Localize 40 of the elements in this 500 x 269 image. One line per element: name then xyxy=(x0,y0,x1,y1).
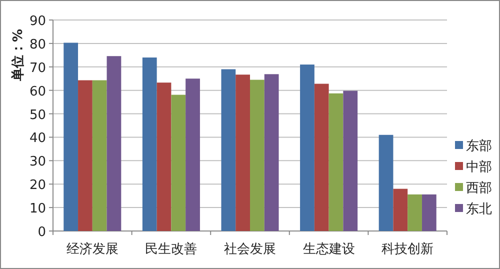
legend-label: 东部 xyxy=(466,139,492,154)
y-tick-label: 40 xyxy=(29,131,46,146)
y-tick-label: 10 xyxy=(29,202,46,217)
bar xyxy=(264,74,279,231)
bar xyxy=(221,69,236,231)
y-axis-title: 单位：% xyxy=(10,28,26,82)
y-tick-label: 80 xyxy=(29,37,46,52)
y-tick-label: 30 xyxy=(29,154,46,170)
bar xyxy=(186,78,200,231)
bar xyxy=(64,42,78,231)
x-tick-label: 生态建设 xyxy=(302,242,355,257)
y-tick-label: 50 xyxy=(29,108,46,123)
bar xyxy=(78,80,92,231)
y-tick-label: 90 xyxy=(29,14,46,29)
bar xyxy=(314,84,329,231)
bar xyxy=(171,94,186,231)
x-tick-label: 科技创新 xyxy=(382,242,434,257)
bar xyxy=(378,134,394,231)
bar xyxy=(92,80,107,231)
y-tick-label: 60 xyxy=(29,84,46,100)
bar xyxy=(393,188,408,231)
x-tick-label: 社会发展 xyxy=(224,242,276,257)
y-tick-label: 20 xyxy=(29,178,46,194)
y-tick-label: 70 xyxy=(29,60,46,76)
bar xyxy=(250,80,264,231)
y-tick-label: 0 xyxy=(38,225,46,240)
bar xyxy=(422,194,436,231)
bar xyxy=(236,74,250,231)
legend-label: 西部 xyxy=(466,181,492,196)
legend-label: 东北 xyxy=(466,202,492,217)
bar xyxy=(300,64,314,231)
x-tick-label: 民生改善 xyxy=(145,241,198,257)
bar xyxy=(142,58,157,231)
bar xyxy=(343,90,358,231)
bar xyxy=(328,93,344,231)
bar xyxy=(408,194,422,231)
bar xyxy=(156,82,172,231)
x-tick-label: 经济发展 xyxy=(66,242,118,257)
bar xyxy=(106,56,122,231)
legend-label: 中部 xyxy=(466,160,492,175)
